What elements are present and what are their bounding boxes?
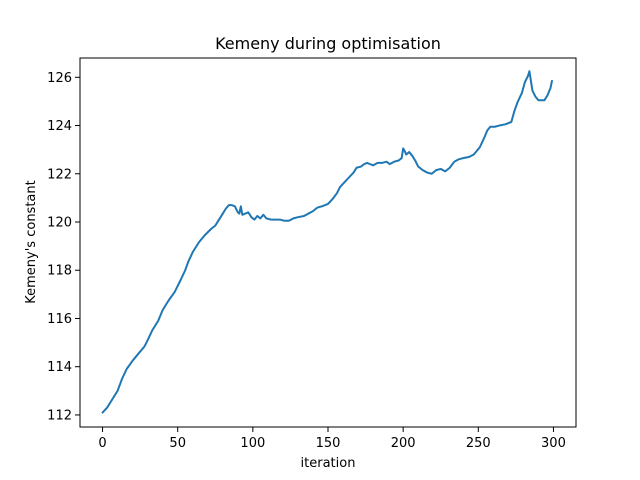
x-axis-label: iteration: [301, 456, 356, 471]
y-axis: 112 114 116 118 120 122 124 126: [47, 71, 80, 423]
x-tick-label: 250: [466, 436, 491, 451]
x-axis: 0 50 100 150 200 250 300: [98, 427, 566, 451]
series-line: [101, 70, 553, 414]
x-tick-label: 100: [240, 436, 265, 451]
x-tick-label: 200: [391, 436, 416, 451]
y-tick-label: 126: [47, 71, 72, 86]
x-tick-label: 150: [316, 436, 341, 451]
x-tick-label: 300: [541, 436, 566, 451]
chart-title: Kemeny during optimisation: [215, 34, 441, 53]
y-tick-label: 124: [47, 119, 72, 134]
x-tick-label: 50: [169, 436, 186, 451]
y-tick-label: 112: [47, 408, 72, 423]
y-axis-label: Kemeny's constant: [24, 180, 39, 303]
y-tick-label: 118: [47, 264, 72, 279]
y-tick-label: 122: [47, 167, 72, 182]
x-tick-label: 0: [98, 436, 106, 451]
y-tick-label: 120: [47, 216, 72, 231]
y-tick-label: 116: [47, 312, 72, 327]
y-tick-label: 114: [47, 360, 72, 375]
